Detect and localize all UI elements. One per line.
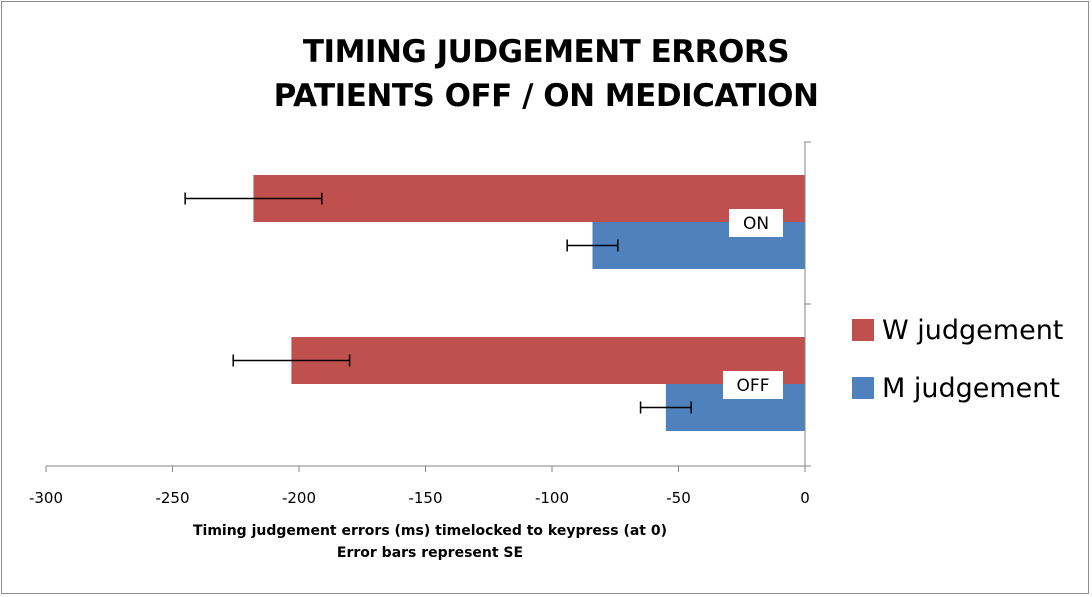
- category-label-box-off: [723, 371, 783, 399]
- legend-item-w: W judgement: [852, 310, 1082, 350]
- x-axis-title: Timing judgement errors (ms) timelocked …: [192, 523, 667, 539]
- x-tick-label: -200: [282, 489, 316, 507]
- x-tick-label: -150: [408, 489, 442, 507]
- category-label-on: ON: [743, 214, 769, 234]
- x-axis-caption: Timing judgement errors (ms) timelocked …: [110, 520, 750, 564]
- legend-label-m: M judgement: [882, 372, 1060, 404]
- x-tick-label: -250: [155, 489, 189, 507]
- x-tick-label: 0: [800, 489, 810, 507]
- legend-item-m: M judgement: [852, 368, 1082, 408]
- bar-w-judgement-on: [253, 175, 805, 222]
- x-tick-label: -100: [535, 489, 569, 507]
- bar-w-judgement-off: [291, 337, 805, 384]
- category-label-box-on: [729, 209, 783, 237]
- chart-title-line-1: TIMING JUDGEMENT ERRORS: [302, 34, 790, 70]
- legend-swatch-w: [852, 319, 874, 341]
- x-tick-label: -50: [666, 489, 691, 507]
- error-bar-note: Error bars represent SE: [336, 545, 524, 561]
- legend-swatch-m: [852, 377, 874, 399]
- legend-label-w: W judgement: [882, 314, 1064, 346]
- category-label-off: OFF: [737, 376, 770, 396]
- chart-title-line-2: PATIENTS OFF / ON MEDICATION: [273, 78, 819, 114]
- chart-legend: W judgement M judgement: [852, 310, 1082, 426]
- chart-title: TIMING JUDGEMENT ERRORS PATIENTS OFF / O…: [0, 30, 1092, 118]
- x-tick-label: -300: [29, 489, 63, 507]
